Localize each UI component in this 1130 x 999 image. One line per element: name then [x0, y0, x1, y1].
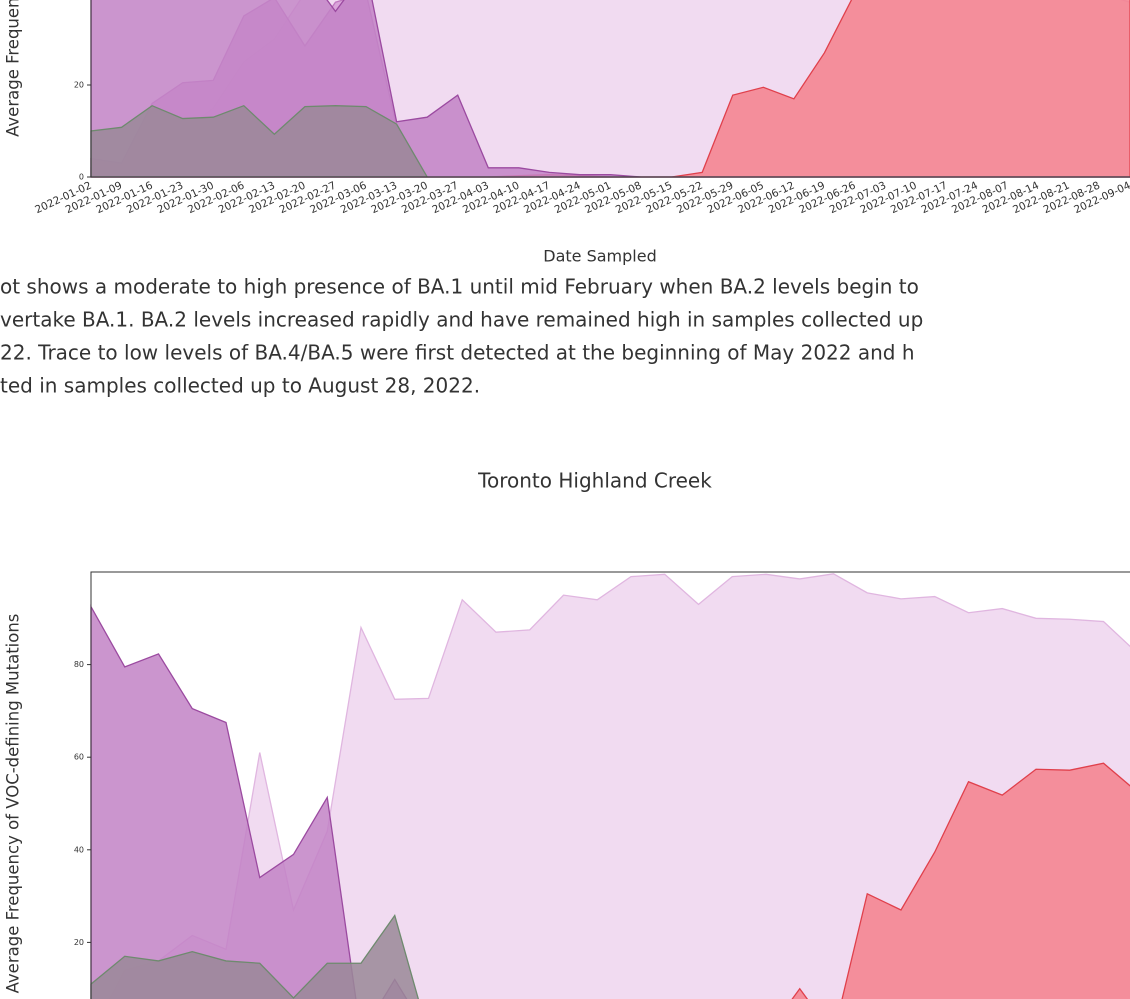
paragraph-line: vertake BA.1. BA.2 levels increased rapi…	[0, 308, 923, 332]
paragraph-line: ot shows a moderate to high presence of …	[0, 275, 919, 299]
y-axis-label: Average Frequency of VOC-defining Mutati…	[4, 0, 23, 137]
y-axis-label: Average Frequency of VOC-defining Mutati…	[4, 614, 23, 994]
paragraph-line: ted in samples collected up to August 28…	[0, 374, 480, 398]
chart-title: Toronto Highland Creek	[477, 469, 712, 493]
y-tick-label: 20	[74, 938, 84, 947]
area	[109, 573, 1130, 999]
y-tick-label: 60	[74, 753, 84, 762]
area	[90, 604, 408, 999]
x-axis-label: Date Sampled	[543, 247, 656, 266]
paragraph-line: 22. Trace to low levels of BA.4/BA.5 wer…	[0, 341, 915, 365]
area	[90, 914, 420, 999]
area	[791, 762, 1130, 999]
plot-frame	[90, 571, 1130, 999]
y-tick-label: 40	[74, 845, 84, 854]
y-tick-label: 20	[74, 81, 84, 90]
y-tick-label: 0	[79, 173, 84, 182]
y-tick-label: 80	[74, 660, 84, 669]
